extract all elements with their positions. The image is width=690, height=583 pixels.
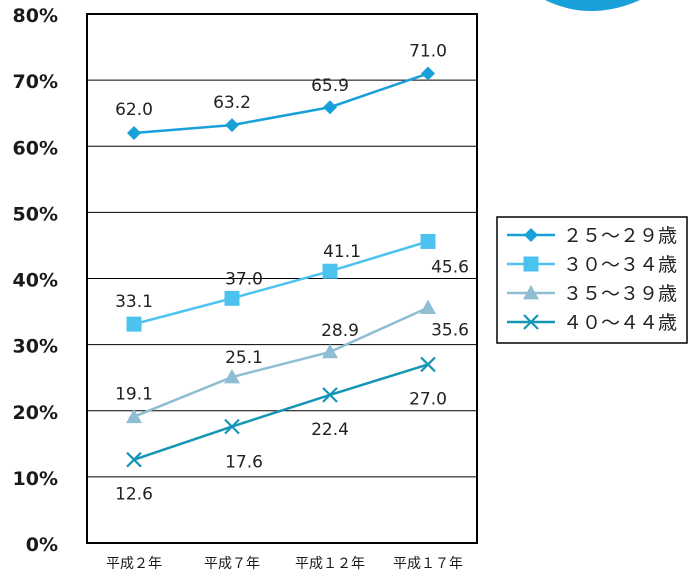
data-point-square: [523, 256, 539, 272]
corner-decoration: [545, 0, 640, 11]
data-label: 33.1: [115, 292, 153, 312]
data-point-square: [420, 233, 436, 249]
data-point-square: [126, 316, 142, 332]
data-point-diamond: [127, 126, 141, 141]
data-label: 41.1: [323, 242, 361, 262]
data-point-x: [420, 356, 436, 373]
data-label: 65.9: [311, 76, 349, 96]
data-label: 63.2: [213, 93, 251, 113]
legend: ２５〜２９歳 ３０〜３４歳 ３５〜３９歳 ４０〜４４歳: [496, 216, 688, 344]
data-point-diamond: [225, 118, 239, 133]
x-tick-label: 平成２年: [106, 556, 162, 572]
data-point-triangle: [322, 343, 338, 359]
y-tick-label: 50%: [13, 203, 58, 225]
y-tick-label: 30%: [13, 336, 58, 358]
data-label: 22.4: [311, 420, 349, 440]
data-label: 62.0: [115, 100, 153, 120]
data-point-square: [224, 290, 240, 306]
axis-layer: 0% 10% 20% 30% 40% 50% 60% 70% 80% 平成２年 平成７年 平成１２年 平…: [13, 5, 478, 572]
data-label: 45.6: [431, 257, 469, 277]
series-layer: [126, 66, 436, 468]
data-point-x: [224, 418, 240, 435]
legend-label: ４０〜４４歳: [563, 312, 677, 334]
data-point-triangle: [126, 408, 142, 424]
data-point-diamond: [524, 228, 538, 242]
data-point-triangle: [523, 285, 539, 300]
data-point-x-stroke: [523, 314, 539, 330]
y-tick-label: 60%: [13, 137, 58, 159]
data-label: 17.6: [225, 453, 263, 473]
data-label: 25.1: [225, 348, 263, 368]
y-tick-label: 0%: [26, 534, 58, 556]
data-label: 71.0: [409, 42, 447, 62]
data-label: 37.0: [225, 269, 263, 289]
data-point-triangle: [420, 299, 436, 314]
y-tick-label: 80%: [13, 5, 58, 27]
y-tick-label: 40%: [13, 270, 58, 292]
data-point-x: [126, 451, 142, 468]
series-line: [133, 72, 429, 135]
data-label: 27.0: [409, 389, 447, 409]
data-point-x: [322, 387, 338, 403]
legend-label: ２５〜２９歳: [563, 225, 677, 247]
legend-label: ３０〜３４歳: [563, 254, 677, 276]
plot-area-border: [86, 13, 478, 544]
series-line: [133, 363, 429, 461]
series-line: [133, 240, 429, 326]
series-line: [133, 306, 429, 418]
legend-label: ３５〜３９歳: [563, 283, 677, 305]
data-point-x-stroke: [420, 356, 436, 373]
data-label: 12.6: [115, 485, 153, 505]
data-label-layer: 62.0 63.2 65.9 71.0 33.1 37.0 41.1 45.6 19.1 25.1…: [115, 42, 469, 505]
data-point-diamond: [323, 100, 337, 115]
x-tick-label: 平成１２年: [295, 556, 365, 572]
x-tick-label: 平成１７年: [393, 556, 463, 572]
y-tick-label: 10%: [13, 468, 58, 490]
x-tick-label: 平成７年: [204, 556, 260, 572]
y-tick-label: 70%: [13, 71, 58, 93]
data-point-x-stroke: [126, 451, 142, 468]
data-label: 19.1: [115, 385, 153, 405]
data-point-diamond: [421, 66, 435, 81]
data-point-x: [523, 314, 539, 330]
data-point-square: [322, 263, 338, 279]
data-label: 35.6: [431, 321, 469, 341]
y-tick-label: 20%: [13, 402, 58, 424]
data-point-triangle: [224, 369, 240, 384]
data-point-x-stroke: [224, 418, 240, 435]
data-point-x-stroke: [322, 387, 338, 403]
grid-layer: [87, 79, 477, 478]
data-label: 28.9: [321, 321, 359, 341]
